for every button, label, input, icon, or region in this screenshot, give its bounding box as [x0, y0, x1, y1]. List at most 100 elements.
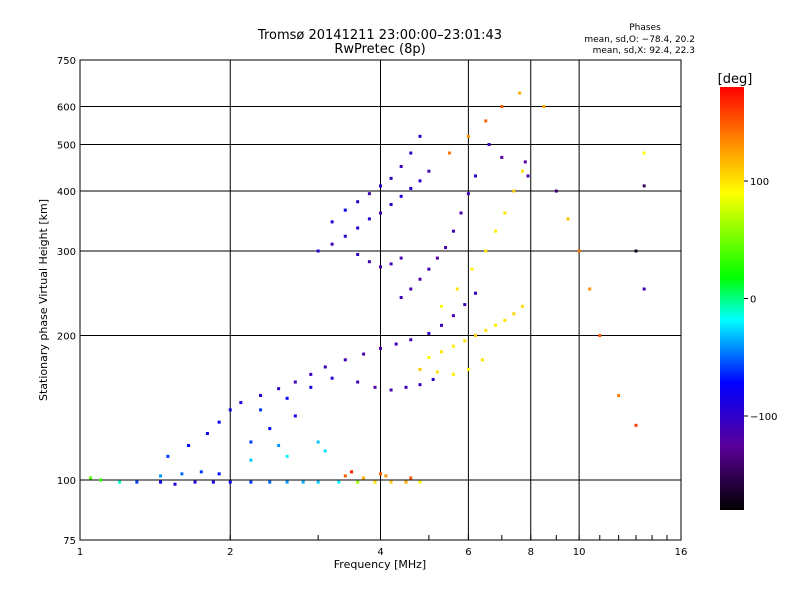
data-point [427, 355, 431, 359]
data-point [228, 480, 232, 484]
data-point [159, 480, 163, 484]
data-point [211, 480, 215, 484]
data-point [99, 478, 103, 482]
data-point [473, 291, 477, 295]
data-point [642, 287, 646, 291]
data-point [309, 372, 313, 376]
data-point [277, 387, 281, 391]
data-point [484, 328, 488, 332]
y-tick-label: 100 [57, 476, 76, 487]
data-point [367, 192, 371, 196]
data-point [418, 179, 422, 183]
data-point [617, 394, 621, 398]
data-point [404, 385, 408, 389]
data-point [523, 160, 527, 164]
y-tick-label: 75 [63, 536, 76, 547]
data-point [484, 119, 488, 123]
data-point [503, 318, 507, 322]
data-point [418, 134, 422, 138]
y-tick-label: 750 [57, 56, 76, 67]
data-point [409, 151, 413, 155]
x-axis: 1 2 4 6 8 10 16 [77, 535, 688, 558]
data-point [399, 256, 403, 260]
data-point [316, 440, 320, 444]
x-tick-label: 2 [227, 547, 233, 558]
data-point [217, 472, 221, 476]
data-point [268, 480, 272, 484]
data-point [466, 367, 470, 371]
data-point [427, 267, 431, 271]
data-point [500, 105, 504, 109]
data-point [444, 246, 448, 250]
data-point [389, 202, 393, 206]
data-point [554, 189, 558, 193]
data-point [512, 312, 516, 316]
x-tick-label: 16 [675, 547, 688, 558]
data-point [350, 470, 354, 474]
data-point [343, 474, 347, 478]
data-point [301, 480, 305, 484]
data-point [470, 267, 474, 271]
data-point [89, 476, 93, 480]
data-point [634, 423, 638, 427]
colorbar-tick-label: 0 [750, 295, 756, 306]
data-point [451, 372, 455, 376]
data-point [520, 169, 524, 173]
data-point [356, 480, 360, 484]
data-point [389, 262, 393, 266]
data-point [473, 174, 477, 178]
data-point [330, 376, 334, 380]
data-point [356, 253, 360, 257]
data-point [293, 414, 297, 418]
data-point [205, 432, 209, 436]
data-point [166, 454, 170, 458]
data-point [173, 482, 177, 486]
data-point [389, 480, 393, 484]
data-point [356, 380, 360, 384]
data-point [389, 388, 393, 392]
data-point [463, 339, 467, 343]
y-tick-label: 300 [57, 247, 76, 258]
data-point [448, 151, 452, 155]
data-point [512, 189, 516, 193]
x-tick-label: 10 [573, 547, 586, 558]
data-point [451, 229, 455, 233]
data-point [159, 474, 163, 478]
data-point [239, 401, 243, 405]
data-point [427, 169, 431, 173]
data-point [343, 208, 347, 212]
data-point [409, 476, 413, 480]
data-point [418, 383, 422, 387]
data-point [399, 194, 403, 198]
data-point [500, 155, 504, 159]
data-point [642, 151, 646, 155]
data-point [379, 184, 382, 188]
data-point [323, 365, 327, 369]
data-point [330, 220, 334, 224]
data-point [285, 480, 289, 484]
data-point [135, 480, 139, 484]
colorbar-tick-label: −100 [750, 412, 777, 423]
data-point [440, 304, 444, 308]
data-point [480, 358, 484, 362]
data-point [373, 385, 377, 389]
data-point [259, 394, 263, 398]
data-point [404, 480, 408, 484]
data-point [463, 303, 467, 307]
data-point [394, 342, 398, 346]
plot-grid [80, 60, 681, 540]
data-point [277, 444, 281, 448]
data-point [118, 480, 122, 484]
data-point [466, 192, 470, 196]
data-point [487, 143, 491, 147]
y-tick-label: 200 [57, 332, 76, 343]
data-point [187, 444, 191, 448]
colorbar-ticks: 100 0 −100 [744, 177, 777, 423]
data-point [466, 134, 470, 138]
data-point [367, 217, 371, 221]
data-point [259, 408, 263, 412]
data-point [356, 226, 360, 230]
data-point [217, 420, 221, 424]
data-point [588, 287, 592, 291]
